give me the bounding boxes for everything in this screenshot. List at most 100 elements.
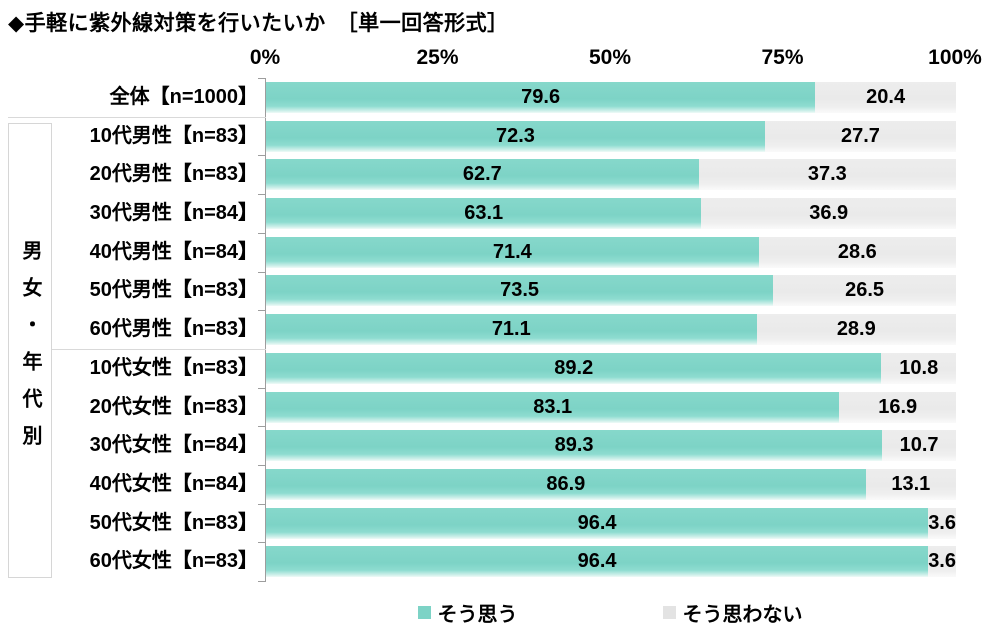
chart-row: 20代男性【n=83】 62.7 37.3 <box>0 159 1000 191</box>
stacked-bar: 86.9 13.1 <box>266 468 956 500</box>
category-label: 40代男性【n=84】 <box>89 240 258 263</box>
legend-label: そう思う <box>437 603 518 626</box>
value-label-disagree: 16.9 <box>878 395 918 418</box>
stacked-bar: 89.3 10.7 <box>266 430 956 462</box>
legend: そう思う そう思わない <box>265 598 955 627</box>
bar-segment-disagree: 16.9 <box>839 391 956 423</box>
chart-row: 40代女性【n=84】 86.9 13.1 <box>0 468 1000 500</box>
value-label-agree: 89.3 <box>554 434 594 457</box>
value-label-agree: 96.4 <box>577 511 617 534</box>
category-label: 50代男性【n=83】 <box>89 279 258 302</box>
legend-item: そう思わない <box>662 598 803 627</box>
value-label-agree: 71.4 <box>492 240 532 263</box>
stacked-bar: 89.2 10.8 <box>266 352 956 384</box>
chart-row: 30代女性【n=84】 89.3 10.7 <box>0 430 1000 462</box>
value-label-disagree: 28.6 <box>837 240 877 263</box>
stacked-bar: 96.4 3.6 <box>266 507 956 539</box>
y-axis-tick <box>258 155 266 157</box>
bar-segment-agree: 71.4 <box>266 236 759 268</box>
stacked-bar: 96.4 3.6 <box>266 546 956 578</box>
bar-segment-disagree: 36.9 <box>701 198 956 229</box>
category-label: 60代男性【n=83】 <box>89 318 258 341</box>
legend-swatch-icon <box>662 605 676 619</box>
chart-row: 30代男性【n=84】 63.1 36.9 <box>0 198 1000 229</box>
legend-swatch-icon <box>417 605 431 619</box>
bar-segment-disagree: 27.7 <box>764 120 956 152</box>
category-label: 30代女性【n=84】 <box>89 434 258 457</box>
chart-row: 60代男性【n=83】 71.1 28.9 <box>0 314 1000 346</box>
value-label-disagree: 10.7 <box>899 434 939 457</box>
y-axis-tick <box>258 232 266 234</box>
value-label-disagree: 27.7 <box>840 124 880 147</box>
category-label: 40代女性【n=84】 <box>89 472 258 495</box>
value-label-disagree: 10.8 <box>899 356 939 379</box>
y-axis-tick <box>258 271 266 273</box>
bar-segment-agree: 83.1 <box>266 391 840 423</box>
value-label-agree: 71.1 <box>491 318 531 341</box>
bar-segment-agree: 63.1 <box>266 198 702 229</box>
chart-row: 60代女性【n=83】 96.4 3.6 <box>0 546 1000 578</box>
chart-row: 10代男性【n=83】 72.3 27.7 <box>0 120 1000 152</box>
bar-segment-agree: 62.7 <box>266 159 699 191</box>
bar-segment-disagree: 10.7 <box>882 430 956 462</box>
stacked-bar: 63.1 36.9 <box>266 198 956 229</box>
value-label-agree: 89.2 <box>554 356 594 379</box>
stacked-bar: 73.5 26.5 <box>266 275 956 307</box>
bar-segment-disagree: 3.6 <box>928 546 956 578</box>
category-label: 20代女性【n=83】 <box>89 395 258 418</box>
chart-row: 40代男性【n=84】 71.4 28.6 <box>0 236 1000 268</box>
bar-segment-disagree: 26.5 <box>773 275 956 307</box>
bar-segment-disagree: 13.1 <box>865 468 956 500</box>
category-label: 50代女性【n=83】 <box>89 511 258 534</box>
value-label-agree: 73.5 <box>500 279 540 302</box>
bar-segment-agree: 73.5 <box>266 275 774 307</box>
value-label-agree: 72.3 <box>495 124 535 147</box>
value-label-disagree: 3.6 <box>928 550 956 573</box>
legend-label: そう思わない <box>682 603 803 626</box>
stacked-bar: 62.7 37.3 <box>266 159 956 191</box>
value-label-disagree: 20.4 <box>866 85 906 108</box>
chart-row: 20代女性【n=83】 83.1 16.9 <box>0 391 1000 423</box>
plot-area: 全体【n=1000】 79.6 20.4 10代男性【n=83】 72.3 27.7 20代… <box>0 78 1000 582</box>
bar-segment-disagree: 28.6 <box>758 236 956 268</box>
chart-row: 50代女性【n=83】 96.4 3.6 <box>0 507 1000 539</box>
value-label-agree: 63.1 <box>464 202 504 224</box>
divider-male-female <box>8 349 266 350</box>
divider-total-group <box>8 117 266 118</box>
y-axis-line <box>265 78 266 582</box>
bar-segment-disagree: 10.8 <box>881 352 956 384</box>
bar-segment-agree: 86.9 <box>266 468 866 500</box>
value-label-disagree: 13.1 <box>891 472 931 495</box>
x-axis-tick-label: 50% <box>588 46 632 69</box>
x-axis-tick-label: 75% <box>761 46 804 69</box>
y-axis-tick <box>258 78 266 79</box>
y-axis-tick <box>258 194 266 196</box>
y-axis-tick <box>258 310 266 312</box>
category-label: 20代男性【n=83】 <box>89 163 258 186</box>
stacked-bar: 83.1 16.9 <box>266 391 956 423</box>
value-label-agree: 79.6 <box>521 85 561 108</box>
stacked-bar: 71.4 28.6 <box>266 236 956 268</box>
y-axis-tick <box>258 542 266 544</box>
stacked-bar: 79.6 20.4 <box>266 81 956 113</box>
chart-title: ◆手軽に紫外線対策を行いたいか ［単一回答形式］ <box>8 12 509 35</box>
bar-segment-disagree: 28.9 <box>756 314 956 346</box>
stacked-bar: 71.1 28.9 <box>266 314 956 346</box>
y-axis-tick <box>258 387 266 389</box>
bar-segment-agree: 79.6 <box>266 81 816 113</box>
x-axis-tick-label: 25% <box>416 46 459 69</box>
value-label-agree: 96.4 <box>577 550 617 573</box>
bar-segment-disagree: 20.4 <box>815 81 956 113</box>
chart-row: 全体【n=1000】 79.6 20.4 <box>0 81 1000 113</box>
bar-segment-agree: 71.1 <box>266 314 757 346</box>
bar-segment-disagree: 3.6 <box>928 507 956 539</box>
value-label-disagree: 3.6 <box>928 511 956 534</box>
value-label-agree: 86.9 <box>546 472 586 495</box>
category-label: 10代男性【n=83】 <box>89 124 258 147</box>
y-axis-tick <box>258 426 266 428</box>
group-label-box: 男女・年代別 <box>8 123 52 578</box>
category-label: 10代女性【n=83】 <box>89 356 258 379</box>
bar-segment-disagree: 37.3 <box>698 159 956 191</box>
bar-segment-agree: 96.4 <box>266 507 929 539</box>
